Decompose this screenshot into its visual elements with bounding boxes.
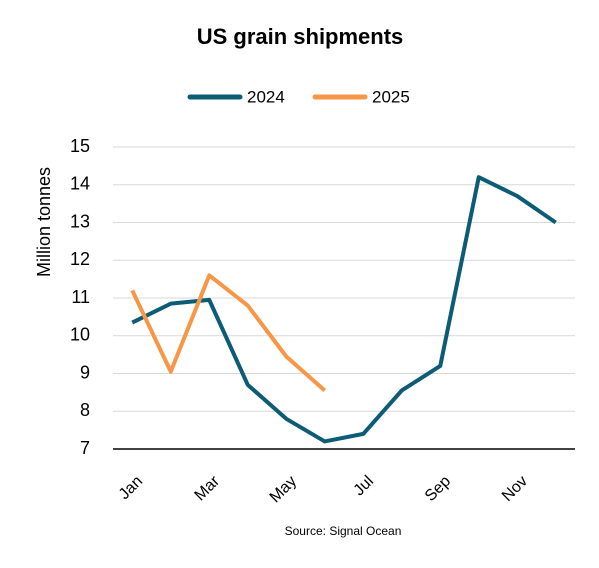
y-tick-label: 15 <box>70 136 90 156</box>
y-tick-label: 10 <box>70 325 90 345</box>
y-tick-label: 11 <box>71 287 90 307</box>
x-tick-label: Mar <box>192 472 224 504</box>
series-line <box>130 273 327 392</box>
legend-label: 2025 <box>372 87 410 106</box>
y-tick-label: 13 <box>70 211 90 231</box>
x-tick-label: Sep <box>422 473 454 505</box>
series-line <box>131 175 557 444</box>
y-tick-label: 9 <box>80 362 90 382</box>
x-tick-label: Jul <box>351 473 377 499</box>
x-tick-label: May <box>267 473 300 506</box>
legend-label: 2024 <box>247 87 285 106</box>
x-tick-label: Nov <box>499 473 531 505</box>
y-tick-label: 8 <box>80 400 90 420</box>
y-axis-label: Million tonnes <box>34 167 54 277</box>
x-tick-label: Jan <box>116 473 146 503</box>
y-tick-label: 12 <box>70 249 90 269</box>
y-tick-label: 14 <box>70 174 90 194</box>
y-tick-label: 7 <box>80 438 90 458</box>
source-note: Source: Signal Ocean <box>285 524 402 538</box>
chart-title: US grain shipments <box>197 24 404 49</box>
